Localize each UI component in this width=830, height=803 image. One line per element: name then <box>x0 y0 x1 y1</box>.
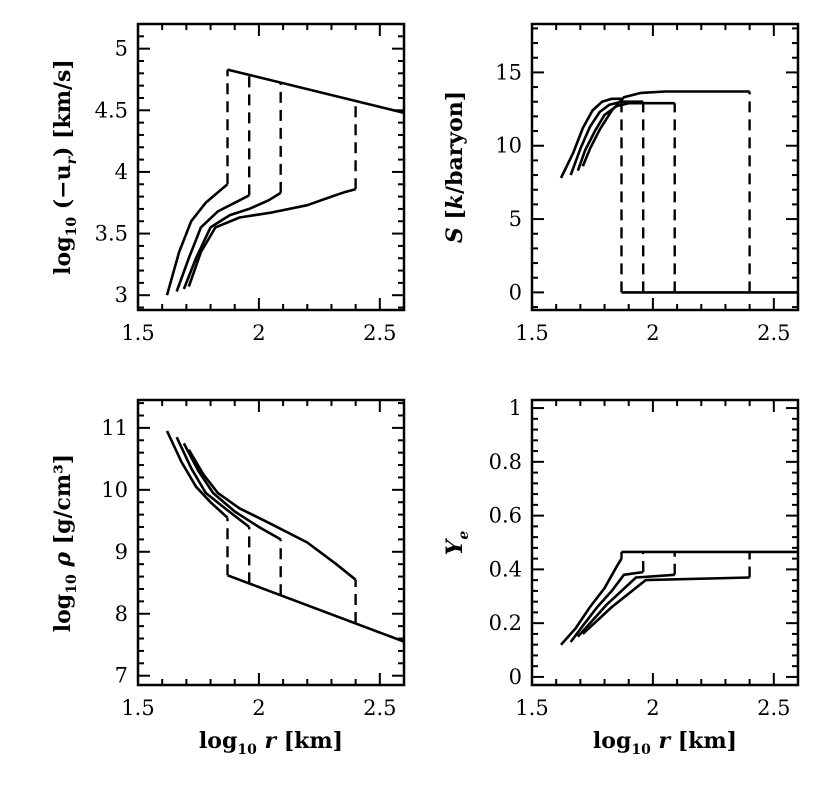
entropy-y-tick-label: 15 <box>495 60 522 84</box>
velocity-series-inner-profile-1 <box>165 183 229 296</box>
velocity-series-inner-profile-3 <box>182 191 282 290</box>
velocity-y-tick-label: 3 <box>115 283 128 307</box>
electron-fraction-y-tick-label: 0.2 <box>489 611 522 635</box>
electron-fraction-y-axis-label: Ye <box>442 531 472 556</box>
velocity-y-tick-label: 5 <box>115 37 128 61</box>
electron-fraction-x-tick-label: 2.5 <box>757 696 790 720</box>
density-y-tick-label: 7 <box>115 664 128 688</box>
electron-fraction-plot-frame <box>530 398 800 687</box>
density-x-tick-label: 2.5 <box>363 696 396 720</box>
entropy-x-tick-label: 1.5 <box>515 321 548 345</box>
velocity-y-axis-label: log10 (−ur) [km/s] <box>50 59 80 275</box>
density-y-axis-label: log10 ρ [g/cm³] <box>50 454 80 632</box>
density-series-inner-profile-4 <box>187 448 357 581</box>
entropy-series-inner-profile-1 <box>559 97 622 179</box>
velocity-plot-frame <box>136 22 406 312</box>
velocity-series-inner-profile-4 <box>187 187 356 288</box>
density-series <box>165 430 405 643</box>
density-x-tick-labels: 1.5 2 2.5 <box>121 696 396 720</box>
density-y-tick-label: 11 <box>101 416 128 440</box>
velocity-x-tick-label: 2 <box>252 321 265 345</box>
velocity-series <box>165 68 405 296</box>
density-y-tick-labels: 7 8 9 10 11 <box>101 416 128 688</box>
electron-fraction-y-tick-label: 0.6 <box>489 504 522 528</box>
density-x-axis-label: log10 r [km] <box>199 728 343 758</box>
density-series-inner-profile-2 <box>175 436 250 529</box>
entropy-x-tick-labels: 1.5 2 2.5 <box>515 321 790 345</box>
electron-fraction-series-inner-profile-4 <box>581 576 750 635</box>
entropy-ticks <box>531 24 799 310</box>
entropy-y-tick-label: 0 <box>509 280 522 304</box>
velocity-series-inner-profile-2 <box>175 194 250 292</box>
electron-fraction-series-inner-profile-3 <box>576 573 675 638</box>
electron-fraction-x-axis-label: log10 r [km] <box>593 728 737 758</box>
entropy-y-tick-label: 10 <box>495 134 522 158</box>
entropy-series <box>559 90 798 294</box>
electron-fraction-y-tick-label: 0 <box>509 665 522 689</box>
panel-density: 1.5 2 2.5 7 8 9 10 11 log10 ρ [g/cm³] log10 r … <box>50 398 406 758</box>
density-x-tick-label: 2 <box>252 696 265 720</box>
density-y-tick-label: 9 <box>115 540 128 564</box>
electron-fraction-x-tick-label: 1.5 <box>515 696 548 720</box>
panel-entropy: 1.5 2 2.5 0 5 10 15 S [k/baryon] <box>442 22 800 345</box>
electron-fraction-y-tick-label: 0.4 <box>489 557 522 581</box>
velocity-x-tick-labels: 1.5 2 2.5 <box>121 321 396 345</box>
velocity-x-tick-label: 1.5 <box>121 321 154 345</box>
density-series-inner-profile-1 <box>165 430 229 519</box>
density-plot-frame <box>136 398 406 687</box>
entropy-y-axis-label: S [k/baryon] <box>442 91 468 243</box>
electron-fraction-y-tick-labels: 0 0.2 0.4 0.6 0.8 1 <box>489 396 522 689</box>
entropy-y-tick-label: 5 <box>509 207 522 231</box>
density-x-tick-label: 1.5 <box>121 696 154 720</box>
panel-electron-fraction: 1.5 2 2.5 0 0.2 0.4 0.6 0.8 1 Ye log10 r [km] <box>442 396 800 758</box>
entropy-series-inner-profile-3 <box>576 101 675 172</box>
velocity-y-tick-labels: 3 3.5 4 4.5 5 <box>95 37 128 308</box>
density-series-inner-profile-3 <box>182 442 282 541</box>
electron-fraction-x-tick-labels: 1.5 2 2.5 <box>515 696 790 720</box>
density-series-outer-infall <box>227 574 405 643</box>
velocity-y-tick-label: 4 <box>115 160 128 184</box>
velocity-y-tick-label: 3.5 <box>95 222 128 246</box>
entropy-x-tick-label: 2.5 <box>757 321 790 345</box>
velocity-x-tick-label: 2.5 <box>363 321 396 345</box>
entropy-plot-frame <box>530 22 800 312</box>
electron-fraction-series-inner-profile-2 <box>569 570 644 643</box>
electron-fraction-y-tick-label: 1 <box>509 396 522 420</box>
density-y-tick-label: 10 <box>101 478 128 502</box>
velocity-y-tick-label: 4.5 <box>95 98 128 122</box>
entropy-series-inner-profile-4 <box>581 90 750 167</box>
panel-velocity: 1.5 2 2.5 3 3.5 4 4.5 5 log10 (−ur) [km/s] <box>50 22 406 345</box>
velocity-series-outer-infall <box>227 68 405 115</box>
electron-fraction-x-tick-label: 2 <box>646 696 659 720</box>
electron-fraction-y-tick-label: 0.8 <box>489 450 522 474</box>
velocity-ticks <box>137 23 405 310</box>
entropy-x-tick-label: 2 <box>646 321 659 345</box>
density-y-tick-label: 8 <box>115 602 128 626</box>
electron-fraction-series <box>560 550 798 646</box>
electron-fraction-series-inner-profile-1 <box>560 557 623 646</box>
entropy-y-tick-labels: 0 5 10 15 <box>495 60 522 304</box>
